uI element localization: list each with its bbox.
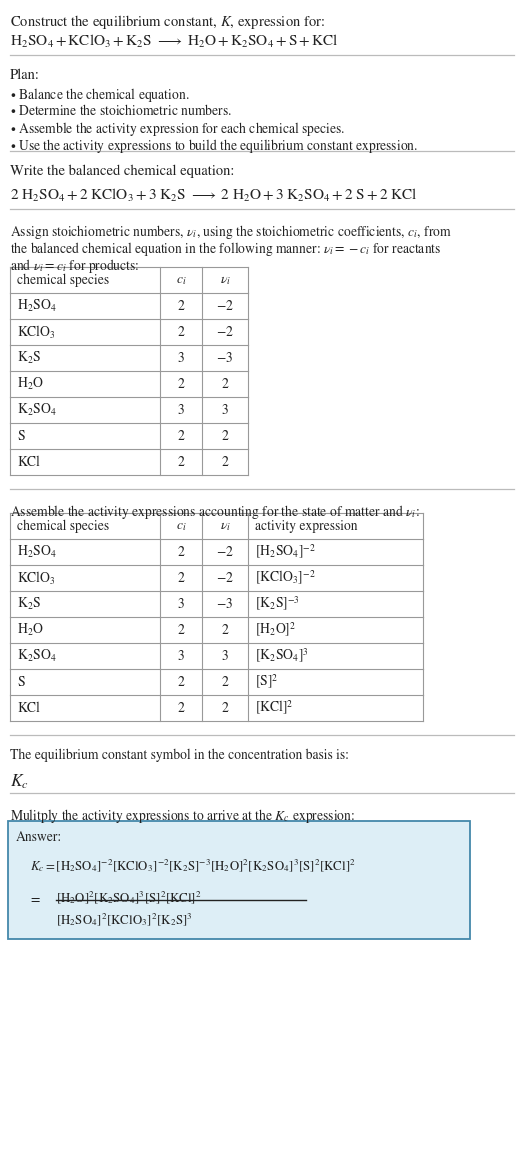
Text: $\nu_i$: $\nu_i$ [220, 273, 231, 287]
Text: 2: 2 [222, 377, 228, 391]
Text: $\mathrm{KClO_3}$: $\mathrm{KClO_3}$ [17, 569, 56, 586]
Text: $[\mathrm{K_2SO_4}]^{3}$: $[\mathrm{K_2SO_4}]^{3}$ [255, 647, 309, 665]
Text: $\mathrm{H_2O}$: $\mathrm{H_2O}$ [17, 376, 44, 392]
Text: $-2$: $-2$ [216, 571, 234, 585]
Text: $[\mathrm{H_2O}]^{2}[\mathrm{K_2SO_4}]^{3}[\mathrm{S}]^{2}[\mathrm{KCl}]^{2}$: $[\mathrm{H_2O}]^{2}[\mathrm{K_2SO_4}]^{… [56, 889, 202, 906]
Text: activity expression: activity expression [255, 519, 357, 533]
Text: $-2$: $-2$ [216, 300, 234, 313]
Text: $\mathrm{H_2O}$: $\mathrm{H_2O}$ [17, 622, 44, 639]
Text: the balanced chemical equation in the following manner: $\nu_i = -c_i$ for react: the balanced chemical equation in the fo… [10, 240, 441, 258]
Text: $-2$: $-2$ [216, 545, 234, 558]
Text: 2: 2 [178, 430, 184, 442]
Text: $[\mathrm{KCl}]^{2}$: $[\mathrm{KCl}]^{2}$ [255, 699, 293, 717]
Text: 2: 2 [178, 701, 184, 715]
Text: $[\mathrm{H_2O}]^{2}$: $[\mathrm{H_2O}]^{2}$ [255, 621, 296, 639]
Text: chemical species: chemical species [17, 273, 109, 287]
Text: $[\mathrm{H_2SO_4}]^{-2}$: $[\mathrm{H_2SO_4}]^{-2}$ [255, 543, 316, 561]
Text: 3: 3 [222, 649, 228, 663]
Text: $\nu_i$: $\nu_i$ [220, 519, 231, 533]
Text: Plan:: Plan: [10, 68, 40, 82]
Text: 2: 2 [178, 623, 184, 636]
Text: Assemble the activity expressions accounting for the state of matter and $\nu_i$: Assemble the activity expressions accoun… [10, 503, 420, 521]
Text: KCl: KCl [17, 701, 40, 715]
Text: The equilibrium constant symbol in the concentration basis is:: The equilibrium constant symbol in the c… [10, 749, 349, 763]
Text: S: S [17, 676, 25, 688]
Text: $c_i$: $c_i$ [176, 273, 187, 287]
Text: $\mathrm{KClO_3}$: $\mathrm{KClO_3}$ [17, 324, 56, 340]
Text: 3: 3 [222, 403, 228, 417]
Text: 2: 2 [178, 325, 184, 339]
Text: $[\mathrm{KClO_3}]^{-2}$: $[\mathrm{KClO_3}]^{-2}$ [255, 569, 315, 587]
Text: KCl: KCl [17, 455, 40, 469]
Text: $c_i$: $c_i$ [176, 519, 187, 533]
Text: $\mathrm{K_2S}$: $\mathrm{K_2S}$ [17, 596, 41, 612]
Text: $K_c$: $K_c$ [10, 773, 29, 792]
Text: =: = [30, 893, 39, 907]
Text: 2: 2 [222, 701, 228, 715]
Text: $2\ \mathrm{H_2SO_4}+2\ \mathrm{KClO_3}+3\ \mathrm{K_2S}\ \longrightarrow\ 2\ \m: $2\ \mathrm{H_2SO_4}+2\ \mathrm{KClO_3}+… [10, 187, 418, 204]
Text: Mulitply the activity expressions to arrive at the $K_c$ expression:: Mulitply the activity expressions to arr… [10, 807, 355, 825]
Text: $-3$: $-3$ [216, 351, 234, 365]
Text: 2: 2 [222, 455, 228, 469]
Text: 3: 3 [178, 649, 184, 663]
Text: 3: 3 [178, 352, 184, 365]
Text: $-2$: $-2$ [216, 325, 234, 339]
Text: 2: 2 [178, 571, 184, 585]
Text: 3: 3 [178, 597, 184, 611]
Text: $\mathrm{H_2SO_4}$: $\mathrm{H_2SO_4}$ [17, 545, 57, 560]
Text: Answer:: Answer: [16, 831, 62, 844]
Text: $\mathrm{H_2SO_4}$: $\mathrm{H_2SO_4}$ [17, 298, 57, 313]
Text: $\mathrm{K_2SO_4}$: $\mathrm{K_2SO_4}$ [17, 402, 57, 418]
Text: 3: 3 [178, 403, 184, 417]
Text: $\mathrm{H_2SO_4}+\mathrm{KClO_3}+\mathrm{K_2S}\ \longrightarrow\ \mathrm{H_2O}+: $\mathrm{H_2SO_4}+\mathrm{KClO_3}+\mathr… [10, 33, 339, 50]
Text: $-3$: $-3$ [216, 597, 234, 611]
Text: $\mathrm{K_2SO_4}$: $\mathrm{K_2SO_4}$ [17, 648, 57, 664]
Text: $\mathrm{K_2S}$: $\mathrm{K_2S}$ [17, 349, 41, 366]
Text: 2: 2 [222, 430, 228, 442]
Text: $[\mathrm{K_2S}]^{-3}$: $[\mathrm{K_2S}]^{-3}$ [255, 594, 300, 613]
Text: chemical species: chemical species [17, 519, 109, 533]
Text: $\bullet$ Assemble the activity expression for each chemical species.: $\bullet$ Assemble the activity expressi… [10, 120, 345, 138]
Text: Write the balanced chemical equation:: Write the balanced chemical equation: [10, 165, 234, 179]
Text: Construct the equilibrium constant, $K$, expression for:: Construct the equilibrium constant, $K$,… [10, 13, 325, 31]
Text: $\bullet$ Determine the stoichiometric numbers.: $\bullet$ Determine the stoichiometric n… [10, 103, 232, 118]
Text: $K_c = [\mathrm{H_2SO_4}]^{-2}[\mathrm{KClO_3}]^{-2}[\mathrm{K_2S}]^{-3}[\mathrm: $K_c = [\mathrm{H_2SO_4}]^{-2}[\mathrm{K… [30, 857, 356, 874]
Text: 2: 2 [178, 300, 184, 312]
Text: S: S [17, 430, 25, 442]
Text: $\bullet$ Use the activity expressions to build the equilibrium constant express: $\bullet$ Use the activity expressions t… [10, 137, 418, 156]
Text: 2: 2 [178, 546, 184, 558]
Text: 2: 2 [222, 676, 228, 688]
Text: $[\mathrm{H_2SO_4}]^{2}[\mathrm{KClO_3}]^{2}[\mathrm{K_2S}]^{3}$: $[\mathrm{H_2SO_4}]^{2}[\mathrm{KClO_3}]… [56, 911, 193, 928]
Text: 2: 2 [178, 377, 184, 391]
Text: 2: 2 [222, 623, 228, 636]
Text: Assign stoichiometric numbers, $\nu_i$, using the stoichiometric coefficients, $: Assign stoichiometric numbers, $\nu_i$, … [10, 223, 452, 241]
Text: $[\mathrm{S}]^{2}$: $[\mathrm{S}]^{2}$ [255, 673, 278, 691]
FancyBboxPatch shape [8, 821, 470, 939]
Text: and $\nu_i = c_i$ for products:: and $\nu_i = c_i$ for products: [10, 257, 139, 275]
Text: 2: 2 [178, 676, 184, 688]
Text: 2: 2 [178, 455, 184, 469]
Text: $\bullet$ Balance the chemical equation.: $\bullet$ Balance the chemical equation. [10, 86, 190, 104]
